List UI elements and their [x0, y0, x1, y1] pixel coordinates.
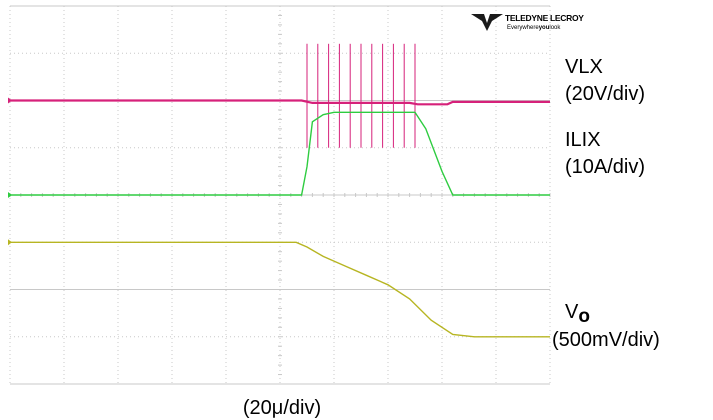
vo-trace	[10, 241, 550, 338]
vo-ground-marker	[8, 239, 12, 246]
ilix-trace	[10, 111, 550, 196]
traces	[8, 43, 550, 338]
vlx-scale-label: (20V/div)	[565, 83, 645, 105]
vo-label: Vo	[565, 301, 590, 327]
logo-tagline: Everywhereyoulook	[507, 25, 561, 31]
logo-brand-text: TELEDYNE LECROY	[505, 13, 584, 23]
x-axis-label: (20μ/div)	[243, 397, 321, 419]
vo-scale-label: (500mV/div)	[552, 329, 660, 351]
vlx-label: VLX	[565, 56, 603, 78]
ilix-label: ILIX	[565, 129, 601, 151]
vlx-ground-marker	[8, 97, 12, 104]
ilix-ground-marker	[8, 192, 12, 198]
teledyne-lecroy-logo: TELEDYNE LECROY Everywhereyoulook	[471, 13, 585, 31]
ilix-scale-label: (10A/div)	[565, 156, 645, 178]
lecroy-logo-icon	[471, 14, 503, 31]
